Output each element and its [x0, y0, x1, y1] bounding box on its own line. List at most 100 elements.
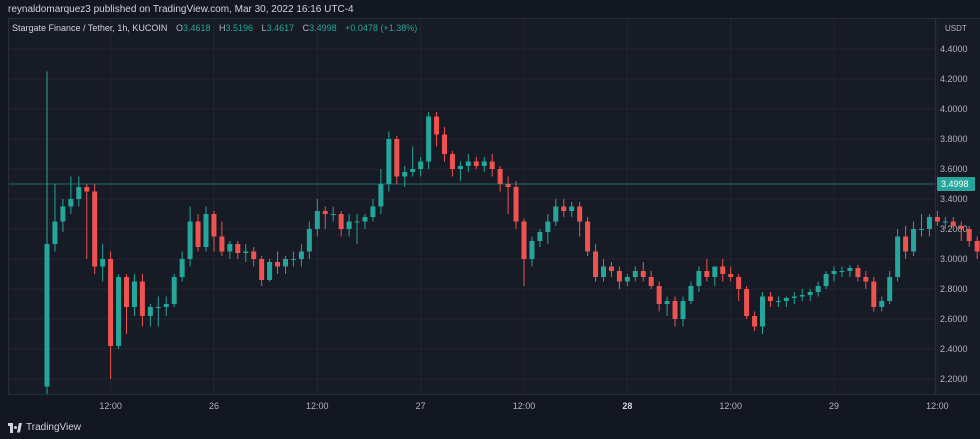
candle-body: [410, 169, 416, 172]
symbol-label: Stargate Finance / Tether, 1h, KUCOIN: [12, 23, 168, 33]
high-label: H: [219, 23, 226, 33]
y-tick-label: 3.6000: [940, 164, 968, 174]
candle-body: [791, 296, 797, 298]
candle-body: [513, 187, 519, 222]
x-tick-label: 29: [829, 401, 839, 411]
candle-body: [680, 301, 686, 319]
candle-body: [147, 307, 153, 316]
candle-body: [330, 214, 336, 215]
candle-body: [783, 298, 789, 301]
candle-body: [322, 211, 328, 214]
candle-body: [386, 139, 392, 184]
candle-body: [155, 307, 161, 308]
candle-body: [362, 217, 368, 222]
candle-body: [473, 161, 479, 166]
candle-body: [426, 116, 432, 162]
candle-body: [958, 226, 964, 229]
candle-body: [545, 221, 551, 232]
close-label: C: [302, 23, 310, 33]
candle-body: [418, 161, 424, 169]
candle-body: [275, 262, 281, 267]
price-axis[interactable]: [936, 18, 980, 395]
candle-body: [227, 244, 233, 252]
candle-body: [775, 301, 781, 302]
candle-body: [481, 161, 487, 166]
candle-body: [569, 206, 575, 211]
candle-body: [903, 236, 909, 252]
candle-body: [728, 274, 734, 277]
candle-body: [974, 241, 980, 252]
candle-body: [934, 217, 940, 222]
candle-body: [855, 268, 861, 277]
candle-body: [640, 271, 646, 277]
candle-body: [124, 277, 129, 307]
candle-body: [457, 166, 463, 169]
candle-body: [839, 271, 845, 272]
candle-body: [688, 286, 694, 301]
published-line: reynaldomarquez3 published on TradingVie…: [8, 4, 354, 15]
candle-body: [52, 221, 58, 244]
chart-pane[interactable]: [8, 18, 936, 395]
candle-body: [290, 259, 296, 260]
candle-body: [116, 277, 122, 346]
candle-body: [704, 271, 710, 277]
candle-body: [895, 236, 901, 277]
y-tick-label: 2.6000: [940, 314, 968, 324]
candle-body: [616, 271, 622, 282]
candle-body: [243, 251, 249, 253]
candle-body: [370, 206, 376, 217]
candle-body: [497, 169, 503, 184]
candle-body: [887, 277, 893, 301]
last-price-tag: [937, 177, 975, 192]
candle-body: [378, 184, 384, 207]
candle-body: [338, 214, 344, 229]
y-tick-label: 4.4000: [940, 44, 968, 54]
candle-body: [823, 274, 829, 286]
x-tick-label: 27: [416, 401, 426, 411]
candle-body: [139, 281, 145, 316]
candle-body: [593, 251, 599, 277]
x-tick-label: 12:00: [719, 401, 742, 411]
tradingview-logo[interactable]: TradingView: [8, 422, 81, 433]
candlestick-chart[interactable]: 4.40004.20004.00003.80003.60003.40003.20…: [0, 0, 980, 416]
candle-body: [108, 259, 114, 346]
x-tick-label: 28: [622, 401, 632, 411]
candle-body: [911, 229, 917, 252]
candle-body: [736, 277, 742, 289]
x-tick-label: 12:00: [926, 401, 949, 411]
candle-body: [100, 259, 106, 267]
candle-body: [283, 259, 288, 267]
candle-body: [187, 221, 193, 259]
candle-body: [434, 116, 440, 135]
footer-bar: TradingView: [0, 416, 980, 439]
candle-body: [306, 229, 312, 252]
candle-body: [601, 266, 606, 277]
candle-body: [608, 266, 614, 271]
currency-label: USDT: [945, 24, 967, 33]
candle-body: [537, 232, 543, 241]
candle-body: [942, 221, 948, 223]
candle-body: [84, 187, 90, 192]
candle-body: [235, 244, 241, 253]
tradingview-logo-icon: [8, 422, 22, 433]
open-value: 3.4618: [182, 23, 211, 33]
candle-body: [529, 241, 535, 259]
candle-body: [656, 286, 662, 304]
candle-body: [672, 301, 678, 319]
candle-body: [926, 217, 932, 229]
candle-body: [879, 301, 885, 307]
candle-body: [489, 161, 495, 169]
candle-body: [394, 139, 400, 177]
candle-body: [863, 277, 869, 282]
x-tick-label: 12:00: [99, 401, 122, 411]
candle-body: [298, 251, 304, 259]
candle-body: [44, 244, 50, 387]
candle-body: [465, 161, 471, 166]
candle-body: [767, 296, 773, 301]
candle-body: [561, 206, 567, 211]
tradingview-brand: TradingView: [26, 422, 82, 433]
candle-body: [720, 266, 726, 274]
candle-body: [950, 221, 956, 226]
candle-body: [966, 229, 972, 241]
candle-body: [442, 134, 447, 154]
